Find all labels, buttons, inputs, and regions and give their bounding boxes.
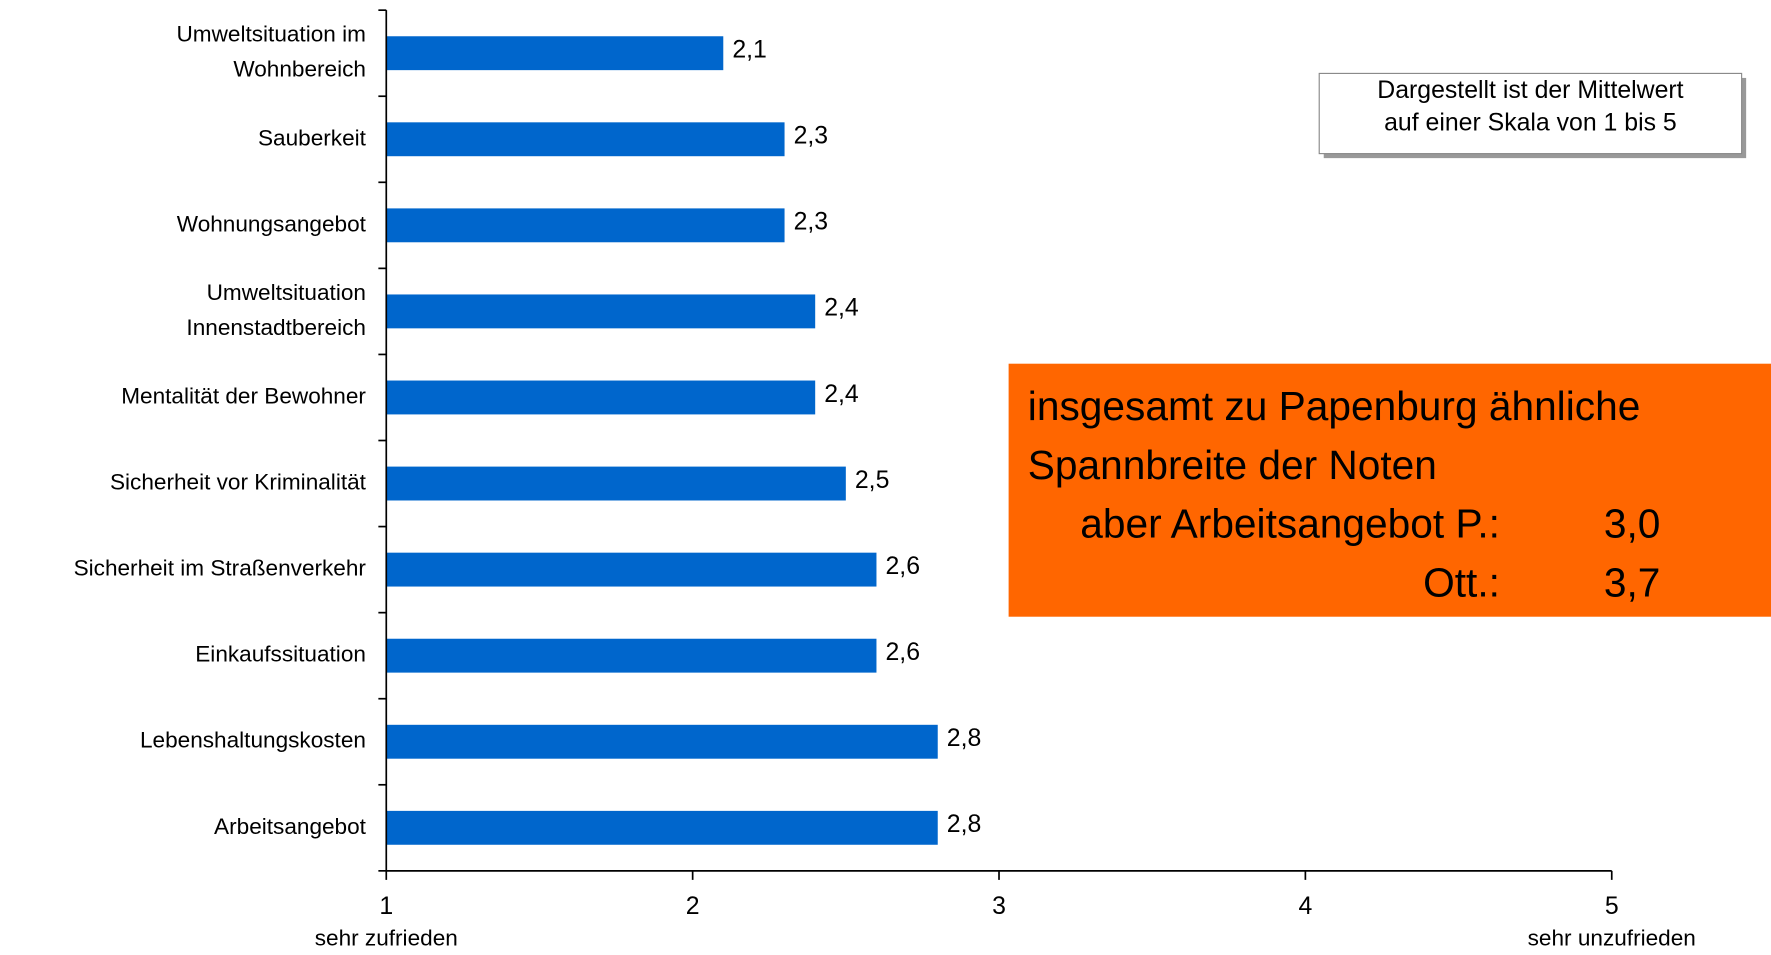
value-label: 2,8: [947, 725, 982, 752]
value-label: 2,3: [794, 209, 829, 236]
value-label: 2,4: [824, 295, 859, 322]
x-tick-label: 5: [1605, 893, 1619, 920]
bar: [386, 810, 938, 845]
category-label: Sicherheit vor Kriminalität: [110, 470, 367, 495]
callout-label: aber Arbeitsangebot P.:: [1080, 501, 1500, 547]
value-label: 2,5: [855, 467, 890, 494]
callout-box: [1008, 363, 1771, 617]
x-tick-label: 4: [1298, 893, 1312, 920]
category-label: Sicherheit im Straßenverkehr: [74, 556, 367, 581]
x-tick-label: 3: [992, 893, 1006, 920]
bar: [386, 36, 724, 71]
bar: [386, 380, 816, 415]
bar: [386, 294, 816, 329]
note-text: Dargestellt ist der Mittelwert auf einer …: [1377, 76, 1683, 136]
category-label: Einkaufssituation: [195, 642, 366, 667]
callout-label: Ott.:: [1423, 559, 1500, 605]
x-axis-caption: sehr unzufrieden: [1528, 925, 1696, 950]
x-tick-label: 2: [686, 893, 700, 920]
category-label: Umweltsituation Innenstadtbereich: [186, 280, 366, 340]
value-label: 2,4: [824, 381, 859, 408]
category-label: Mentalität der Bewohner: [121, 383, 366, 408]
bar: [386, 638, 877, 673]
value-label: 2,3: [794, 123, 829, 150]
callout-text: Spannbreite der Noten: [1028, 442, 1437, 488]
bar: [386, 122, 785, 157]
callout-text: insgesamt zu Papenburg ähnliche: [1028, 383, 1641, 429]
category-label: Arbeitsangebot: [214, 814, 367, 839]
callout-value: 3,7: [1604, 559, 1661, 605]
x-axis-caption: sehr zufrieden: [315, 925, 458, 950]
x-tick-label: 1: [379, 893, 393, 920]
value-label: 2,6: [886, 553, 921, 580]
category-label: Lebenshaltungskosten: [140, 728, 366, 753]
category-label: Umweltsituation im Wohnbereich: [176, 22, 365, 82]
value-label: 2,8: [947, 811, 982, 838]
category-label: Sauberkeit: [258, 125, 367, 150]
bar: [386, 208, 785, 243]
note-box: [1318, 72, 1743, 155]
value-label: 2,6: [886, 639, 921, 666]
bar: [386, 466, 846, 501]
bar: [386, 724, 938, 759]
bar: [386, 552, 877, 587]
value-label: 2,1: [732, 37, 767, 64]
callout-value: 3,0: [1604, 501, 1661, 547]
category-label: Wohnungsangebot: [177, 211, 367, 236]
